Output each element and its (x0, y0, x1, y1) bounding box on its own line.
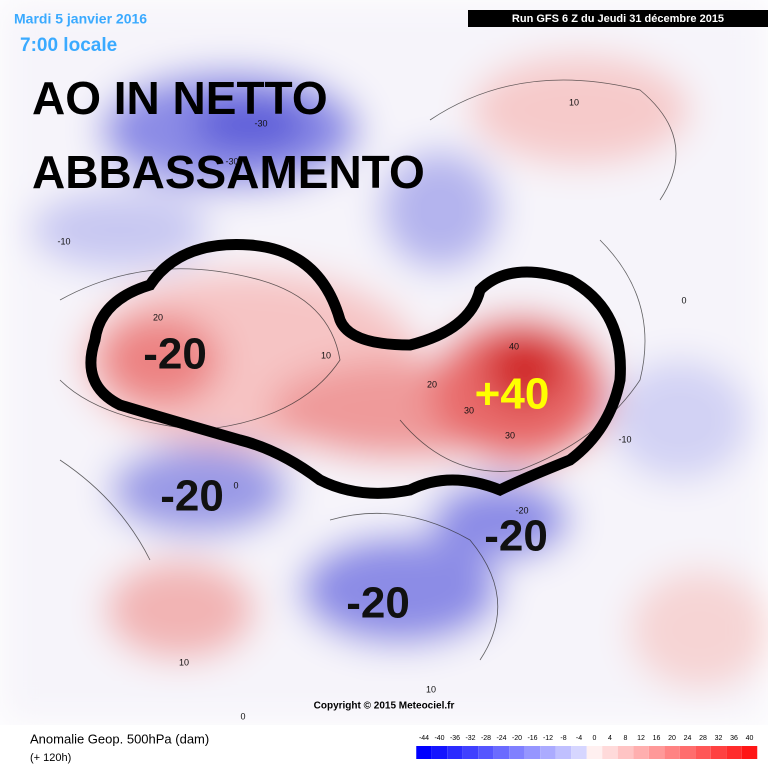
contour-label: -30 (254, 118, 267, 128)
legend-tick-label: 16 (653, 735, 661, 742)
legend-swatch (710, 746, 727, 759)
date-label: Mardi 5 janvier 2016 (14, 11, 147, 27)
footer-title: Anomalie Geop. 500hPa (dam) (30, 731, 209, 746)
legend-tick-label: -24 (496, 735, 506, 742)
run-banner (468, 10, 768, 27)
contour-label: 10 (569, 97, 579, 107)
legend-tick-label: 40 (746, 735, 754, 742)
contour-label: 10 (426, 684, 436, 694)
contour-label: 0 (681, 295, 686, 305)
legend-swatch (617, 746, 634, 759)
legend-tick-label: 4 (608, 735, 612, 742)
copyright: Copyright © 2015 Meteociel.fr (314, 701, 455, 712)
legend-tick-label: 24 (684, 735, 692, 742)
annotation: -20 (160, 472, 224, 521)
contour-label: -20 (515, 505, 528, 515)
contour-label: 30 (505, 430, 515, 440)
contour-label: 0 (233, 480, 238, 490)
contour-label: -30 (225, 156, 238, 166)
anomaly-field (0, 0, 768, 725)
contour-label: 20 (153, 312, 163, 322)
contour-label: 10 (321, 350, 331, 360)
legend-swatch (571, 746, 587, 759)
legend-tick-label: 32 (715, 735, 723, 742)
legend-swatch (493, 746, 510, 759)
legend-swatch (524, 746, 541, 759)
legend-swatch (431, 746, 448, 759)
legend-swatch (478, 746, 494, 759)
overlay-title: AO IN NETTO (32, 72, 328, 124)
legend-tick-label: 28 (699, 735, 707, 742)
legend-swatch (462, 746, 479, 759)
contour-label: 20 (427, 379, 437, 389)
legend-tick-label: -44 (419, 735, 429, 742)
legend-swatch (447, 746, 463, 759)
annotation: +40 (475, 370, 550, 419)
legend-swatch (741, 746, 758, 759)
legend-swatch (555, 746, 572, 759)
run-label: Run GFS 6 Z du Jeudi 31 décembre 2015 (512, 13, 724, 25)
legend-swatch (602, 746, 618, 759)
contour-label: 10 (179, 657, 189, 667)
legend-tick-label: -20 (512, 735, 522, 742)
legend-tick-label: -12 (543, 735, 553, 742)
legend-swatch (633, 746, 649, 759)
legend-tick-label: -32 (465, 735, 475, 742)
legend-swatch (509, 746, 525, 759)
legend-tick-label: -28 (481, 735, 491, 742)
legend-swatch (648, 746, 665, 759)
legend-tick-label: -4 (576, 735, 582, 742)
annotation: -20 (346, 579, 410, 628)
annotation: -20 (484, 512, 548, 561)
legend-swatch (586, 746, 603, 759)
legend-tick-label: -8 (560, 735, 566, 742)
contour-label: 0 (240, 711, 245, 721)
legend-swatch (695, 746, 711, 759)
legend-tick-label: -16 (527, 735, 537, 742)
legend-swatch (679, 746, 696, 759)
legend-swatch (416, 746, 432, 759)
legend-swatch (664, 746, 680, 759)
legend-swatch (540, 746, 556, 759)
contour-label: 40 (509, 341, 519, 351)
legend-tick-label: 0 (593, 735, 597, 742)
contour-label: 30 (464, 405, 474, 415)
annotation: -20 (143, 330, 207, 379)
overlay-title: ABBASSAMENTO (32, 146, 425, 198)
legend-tick-label: -40 (434, 735, 444, 742)
legend-tick-label: 8 (624, 735, 628, 742)
time-label: 7:00 locale (20, 35, 117, 56)
legend-swatch (726, 746, 742, 759)
legend-tick-label: 36 (730, 735, 738, 742)
contour-label: -10 (57, 236, 70, 246)
legend-tick-label: 12 (637, 735, 645, 742)
legend-tick-label: 20 (668, 735, 676, 742)
footer-lead: (+ 120h) (30, 752, 71, 764)
contour-label: -10 (618, 434, 631, 444)
highlight-outline (85, 239, 626, 499)
legend-tick-label: -36 (450, 735, 460, 742)
